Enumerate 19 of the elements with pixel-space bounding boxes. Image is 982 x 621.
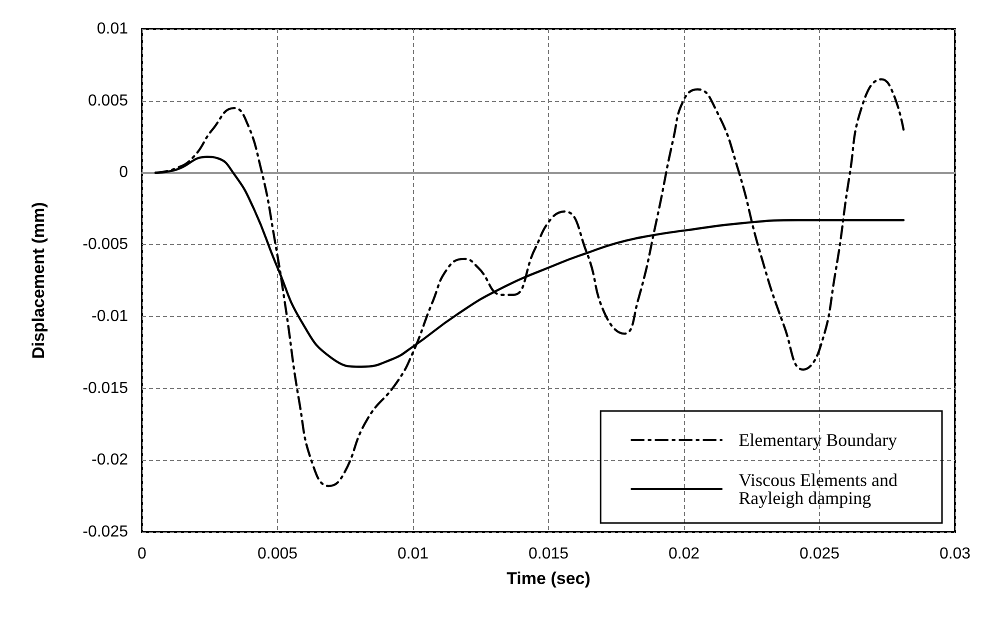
y-axis-title: Displacement (mm) [29,202,48,359]
legend-label: Viscous Elements and Rayleigh damping [738,470,902,508]
y-tick-label: 0.01 [96,20,128,38]
x-axis-title: Time (sec) [506,569,590,588]
x-tick-label: 0.01 [397,546,429,562]
y-tick-label: 0 [119,164,128,182]
y-tick-label: -0.005 [82,236,128,254]
x-tick-label: 0.005 [257,546,298,562]
x-tick-label: 0.02 [668,546,700,562]
legend-label: Elementary Boundary [738,430,898,450]
x-tick-label: 0 [138,546,147,562]
x-tick-label: 0.03 [939,546,971,562]
y-tick-label: 0.005 [88,92,128,110]
y-tick-label: -0.015 [82,380,128,397]
y-tick-label: -0.02 [92,452,128,469]
x-tick-label: 0.025 [799,546,840,562]
y-tick-label: -0.01 [92,308,128,325]
x-tick-label: 0.015 [528,546,569,562]
y-tick-label: -0.025 [82,524,128,540]
